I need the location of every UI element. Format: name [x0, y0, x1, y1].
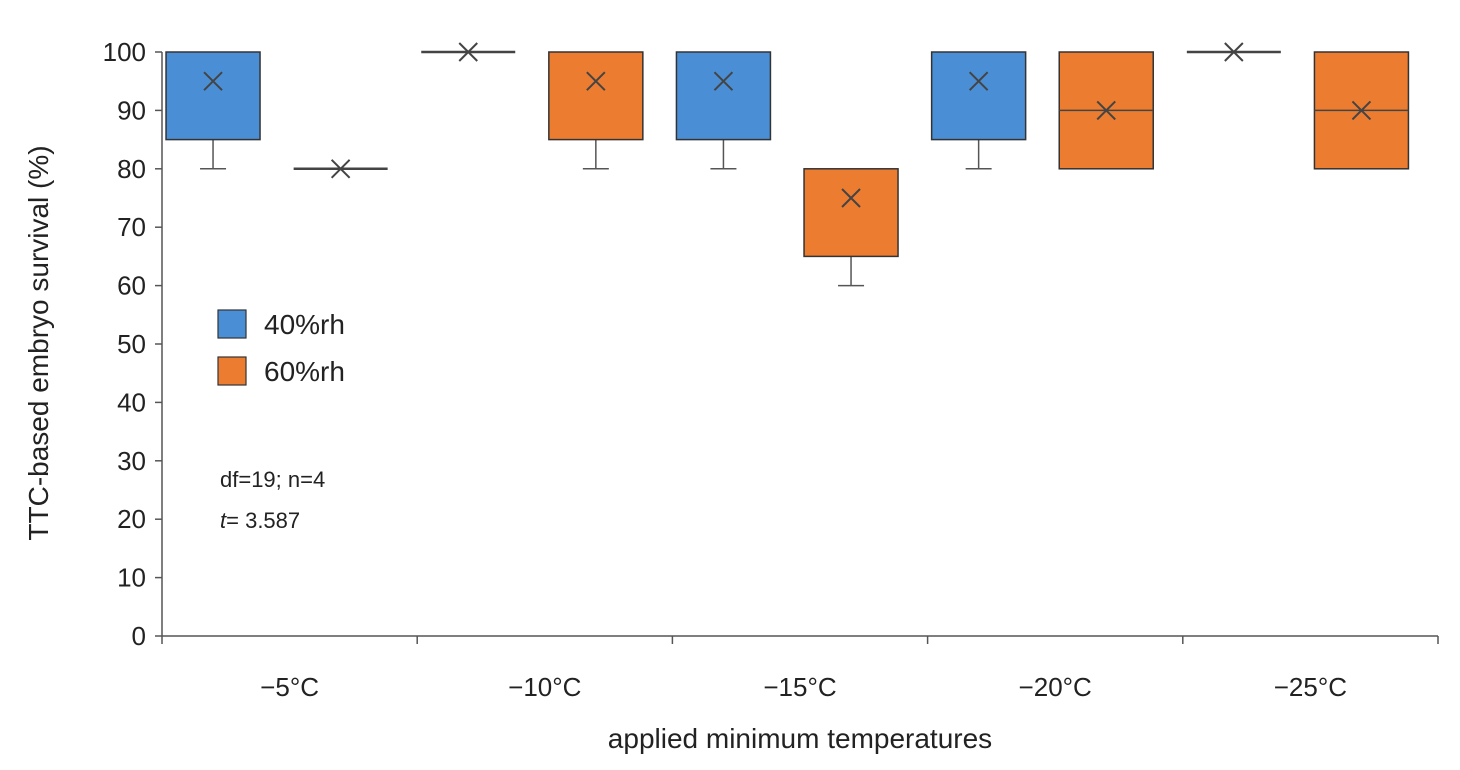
y-tick-label: 100	[103, 37, 146, 67]
box-body	[803, 168, 899, 258]
axis-lines	[161, 52, 1438, 637]
x-tick-label: −5°C	[260, 672, 319, 702]
stats-t-number: = 3.587	[226, 508, 300, 533]
box-60%rh-4	[1313, 51, 1410, 170]
x-axis-ticks: −5°C −10°C −15°C −20°C −25°C	[161, 636, 1439, 702]
box-40%rh-0	[165, 51, 261, 170]
legend-label-60rh: 60%rh	[264, 356, 345, 387]
mean-marker	[968, 71, 989, 91]
stats-df-n: df=19; n=4	[220, 467, 325, 492]
y-tick-label: 10	[117, 563, 146, 593]
mean-marker	[203, 71, 223, 91]
box-60%rh-0	[293, 159, 388, 179]
y-tick-label: 30	[117, 446, 146, 476]
box-60%rh-2	[803, 168, 899, 287]
stats-t-value: t= 3.587	[220, 508, 300, 533]
box-40%rh-1	[421, 42, 516, 62]
box-body	[675, 51, 772, 141]
box-60%rh-1	[548, 51, 644, 170]
y-tick-label: 50	[117, 329, 146, 359]
x-tick-label: −20°C	[1019, 672, 1092, 702]
y-axis-title: TTC-based embryo survival (%)	[23, 145, 54, 540]
box-body	[930, 51, 1027, 141]
x-axis-title: applied minimum temperatures	[608, 723, 992, 754]
legend-swatch-40rh	[217, 309, 247, 339]
x-tick-label: −10°C	[508, 672, 581, 702]
mean-marker	[1224, 42, 1244, 62]
x-tick-label: −25°C	[1274, 672, 1347, 702]
box-60%rh-3	[1058, 51, 1154, 170]
x-tick-label: −15°C	[763, 672, 836, 702]
y-tick-label: 60	[117, 271, 146, 301]
legend-swatch-60rh	[217, 356, 247, 386]
box-40%rh-4	[1186, 42, 1281, 62]
y-tick-label: 90	[117, 95, 146, 125]
legend: 40%rh 60%rh	[217, 309, 345, 387]
mean-marker	[330, 159, 351, 179]
box-40%rh-3	[930, 51, 1027, 170]
y-tick-label: 40	[117, 387, 146, 417]
y-axis-ticks: 0 10 20 30 40 50 60 70 80 90 100	[103, 37, 162, 651]
y-tick-label: 0	[132, 621, 146, 651]
mean-marker	[1351, 100, 1372, 121]
y-tick-label: 70	[117, 212, 146, 242]
box-40%rh-2	[675, 51, 772, 170]
mean-marker	[458, 42, 478, 62]
box-body	[165, 51, 261, 141]
mean-marker	[1096, 100, 1116, 121]
stats-t-symbol: t	[220, 508, 227, 533]
box-series	[165, 42, 1410, 287]
mean-marker	[586, 71, 606, 91]
box-body	[548, 51, 644, 141]
mean-marker	[841, 188, 861, 208]
statistics-annotation: df=19; n=4 t= 3.587	[220, 467, 325, 533]
mean-marker	[713, 71, 734, 91]
y-tick-label: 80	[117, 154, 146, 184]
legend-label-40rh: 40%rh	[264, 309, 345, 340]
y-tick-label: 20	[117, 504, 146, 534]
